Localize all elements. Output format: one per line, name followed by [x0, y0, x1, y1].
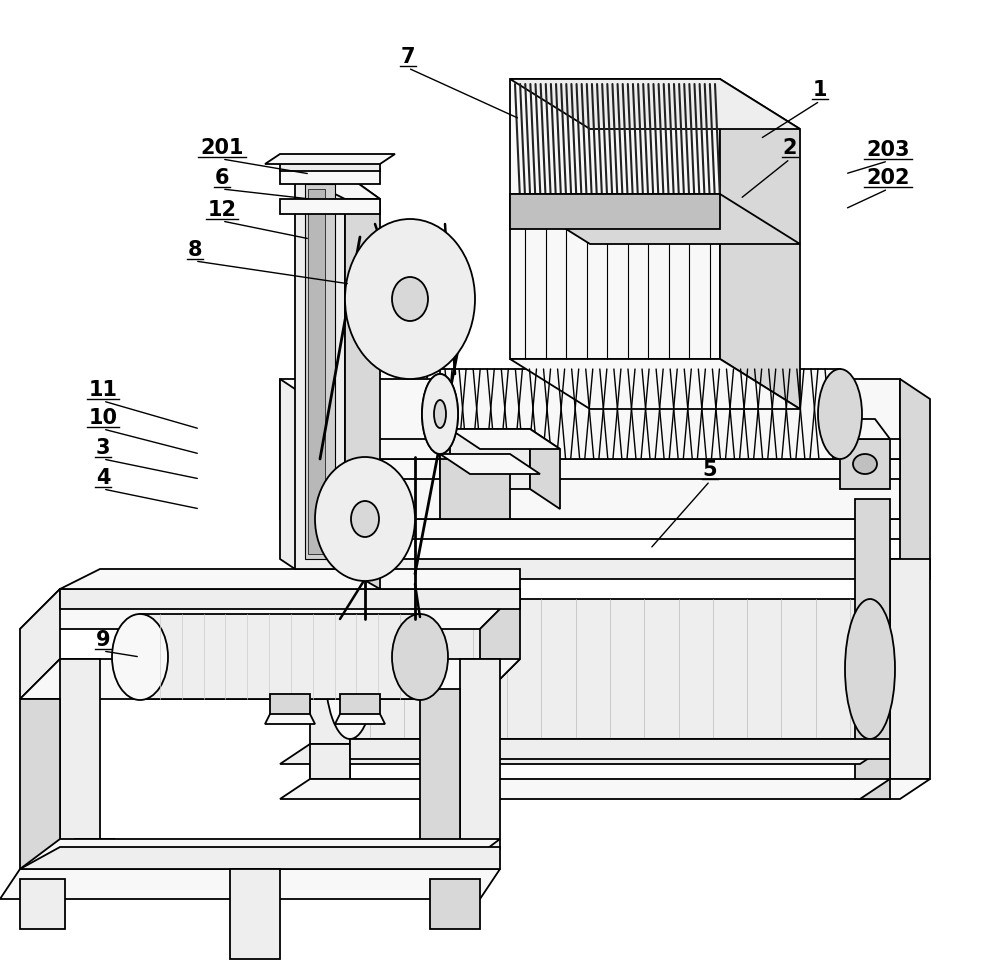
Polygon shape	[280, 159, 380, 172]
Polygon shape	[140, 614, 420, 699]
Polygon shape	[510, 360, 800, 410]
Polygon shape	[420, 689, 460, 869]
Polygon shape	[310, 559, 350, 779]
Text: 5: 5	[703, 460, 717, 479]
Text: 201: 201	[200, 138, 244, 157]
Ellipse shape	[845, 600, 895, 739]
Polygon shape	[530, 429, 560, 510]
Ellipse shape	[315, 458, 415, 581]
Text: 203: 203	[866, 140, 910, 159]
Polygon shape	[280, 379, 900, 519]
Text: 1: 1	[813, 80, 827, 100]
Polygon shape	[60, 569, 520, 590]
Ellipse shape	[392, 278, 428, 322]
Polygon shape	[350, 600, 870, 739]
Polygon shape	[60, 590, 520, 609]
Ellipse shape	[818, 370, 862, 460]
Polygon shape	[310, 744, 350, 779]
Ellipse shape	[345, 220, 475, 379]
Polygon shape	[300, 460, 900, 479]
Polygon shape	[300, 439, 900, 460]
Polygon shape	[280, 379, 310, 579]
Text: 8: 8	[188, 240, 202, 260]
Polygon shape	[265, 714, 315, 725]
Polygon shape	[900, 379, 930, 579]
Polygon shape	[270, 694, 310, 719]
Polygon shape	[430, 879, 480, 929]
Polygon shape	[440, 455, 540, 474]
Polygon shape	[510, 80, 800, 130]
Polygon shape	[20, 659, 520, 699]
Ellipse shape	[422, 375, 458, 455]
Polygon shape	[310, 559, 930, 579]
Text: 4: 4	[96, 467, 110, 487]
Polygon shape	[60, 659, 100, 849]
Polygon shape	[450, 429, 530, 490]
Polygon shape	[340, 694, 380, 719]
Polygon shape	[350, 739, 890, 759]
Polygon shape	[460, 659, 500, 849]
Polygon shape	[305, 185, 335, 559]
Polygon shape	[860, 779, 930, 799]
Ellipse shape	[434, 401, 446, 428]
Polygon shape	[440, 370, 840, 460]
Polygon shape	[20, 590, 520, 630]
Polygon shape	[280, 779, 890, 799]
Polygon shape	[265, 155, 395, 165]
Polygon shape	[840, 439, 890, 490]
Polygon shape	[440, 439, 465, 479]
Ellipse shape	[853, 455, 877, 474]
Text: 12: 12	[208, 200, 237, 220]
Polygon shape	[295, 175, 380, 200]
Polygon shape	[335, 714, 385, 725]
Ellipse shape	[422, 375, 458, 455]
Polygon shape	[855, 500, 890, 799]
Polygon shape	[20, 590, 60, 699]
Ellipse shape	[325, 600, 375, 739]
Ellipse shape	[351, 502, 379, 538]
Polygon shape	[280, 744, 890, 764]
Text: 11: 11	[89, 379, 118, 400]
Text: 7: 7	[401, 47, 415, 67]
Polygon shape	[295, 175, 345, 569]
Text: 6: 6	[215, 168, 229, 188]
Polygon shape	[280, 200, 380, 215]
Polygon shape	[20, 699, 60, 869]
Polygon shape	[20, 847, 500, 869]
Polygon shape	[450, 429, 560, 450]
Polygon shape	[825, 420, 890, 439]
Polygon shape	[308, 190, 325, 555]
Polygon shape	[20, 839, 500, 869]
Polygon shape	[20, 879, 65, 929]
Polygon shape	[510, 195, 800, 244]
Polygon shape	[720, 80, 800, 410]
Polygon shape	[20, 859, 500, 879]
Text: 2: 2	[783, 138, 797, 157]
Text: 202: 202	[866, 168, 910, 188]
Polygon shape	[280, 170, 380, 185]
Polygon shape	[440, 460, 510, 519]
Text: 3: 3	[96, 437, 110, 458]
Polygon shape	[510, 80, 720, 360]
Polygon shape	[60, 839, 115, 849]
Polygon shape	[230, 869, 280, 959]
Polygon shape	[480, 590, 520, 699]
Polygon shape	[0, 869, 500, 899]
Polygon shape	[510, 195, 720, 230]
Ellipse shape	[112, 614, 168, 700]
Text: 9: 9	[96, 630, 110, 649]
Ellipse shape	[392, 614, 448, 700]
Polygon shape	[345, 175, 380, 590]
Text: 10: 10	[89, 408, 118, 427]
Polygon shape	[280, 519, 930, 540]
Polygon shape	[890, 559, 930, 779]
